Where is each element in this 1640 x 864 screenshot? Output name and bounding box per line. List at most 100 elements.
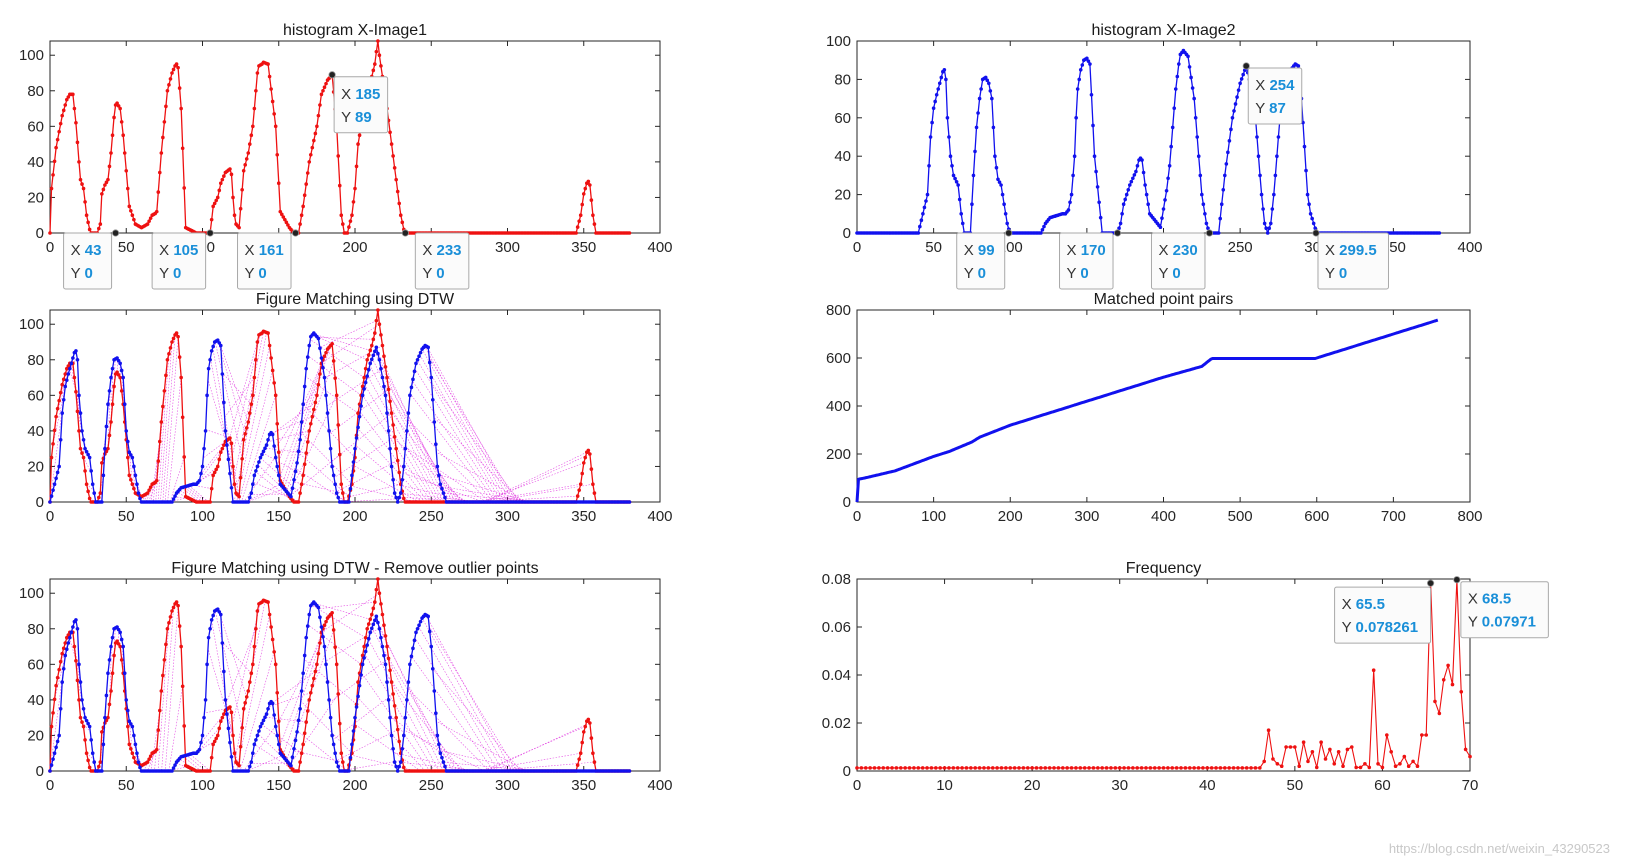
x-tick-label: 350 [571,777,596,794]
data-point [1272,192,1276,197]
x-tick-label: 100 [921,508,946,525]
match-line [214,610,243,728]
data-point [1264,226,1268,230]
data-point [373,618,377,623]
chart-title: histogram X-Image1 [283,22,427,39]
data-point [219,450,223,455]
data-point [147,757,151,761]
match-line [109,642,112,705]
data-point [440,486,444,491]
datatip-y: Y 0 [159,265,181,282]
match-line [483,451,587,503]
data-point [237,225,241,230]
datatip-box [1247,67,1303,125]
datatip: X 68.5 Y 0.07971 [1453,576,1549,639]
y-tick-label: 20 [27,727,44,744]
data-point [1047,766,1052,770]
data-point [437,473,441,478]
data-point [109,420,113,424]
match-line [411,656,495,772]
datatip-y: Y 89 [341,109,372,126]
data-point [316,113,321,118]
data-point [956,183,960,187]
datatip: X 299.5 Y 0 [1312,229,1389,290]
data-point [1196,766,1201,770]
data-point [180,146,185,151]
data-point [316,605,321,610]
data-point [394,495,398,500]
data-point [369,626,374,631]
data-point [77,160,81,164]
data-point [1158,225,1163,230]
match-line [169,456,185,503]
data-point [580,740,585,745]
data-point [1140,158,1144,162]
datatip-x: X 99 [964,242,995,259]
x-tick-label: 200 [998,508,1023,525]
data-point [226,726,231,731]
match-line [433,417,523,503]
data-point [580,202,585,207]
x-tick-label: 700 [1381,508,1406,525]
y-tick-label: 40 [27,154,44,171]
data-point [129,477,133,482]
data-point [336,764,341,769]
data-point [577,488,581,492]
data-point [575,494,580,498]
data-point [374,614,379,619]
data-point [273,662,278,667]
data-point [180,684,185,689]
data-point [1268,221,1273,226]
data-point [78,715,83,720]
data-point [241,168,246,173]
match-line [300,431,353,485]
data-point [58,437,63,442]
match-line [267,430,310,443]
data-point [80,451,84,455]
data-point [1256,154,1261,158]
data-point [999,183,1003,187]
data-point [1135,164,1140,168]
data-point [1223,766,1227,770]
data-point [304,182,309,186]
match-line [486,722,590,772]
data-point [100,769,104,773]
data-point [426,345,431,350]
data-point [1275,154,1279,158]
data-point [925,766,929,770]
data-point [389,142,394,146]
data-point [251,482,255,487]
data-point [115,356,119,360]
match-line [355,445,423,503]
data-point [92,760,97,764]
data-point [1065,766,1069,770]
data-point [243,701,247,705]
data-point [177,355,182,359]
data-point [1450,682,1455,687]
data-point [1134,169,1138,174]
data-point [334,491,339,495]
data-point [119,368,124,373]
data-point [211,204,215,209]
data-point [1170,766,1175,770]
match-line [222,641,252,674]
match-line [231,331,264,491]
data-point [84,449,89,454]
data-point [356,142,360,146]
data-point [251,751,255,756]
datatip-box [1150,232,1206,290]
data-point [388,399,392,404]
data-point [74,618,78,622]
data-point [302,731,307,736]
data-point [107,389,112,393]
x-tick-label: 250 [419,777,444,794]
data-point [1279,764,1284,768]
data-point [304,720,309,724]
data-point [333,376,337,380]
data-point [100,461,104,465]
data-point [107,164,112,169]
match-line [319,320,377,348]
data-point [229,441,234,446]
data-point [366,636,371,641]
data-point [272,112,276,116]
